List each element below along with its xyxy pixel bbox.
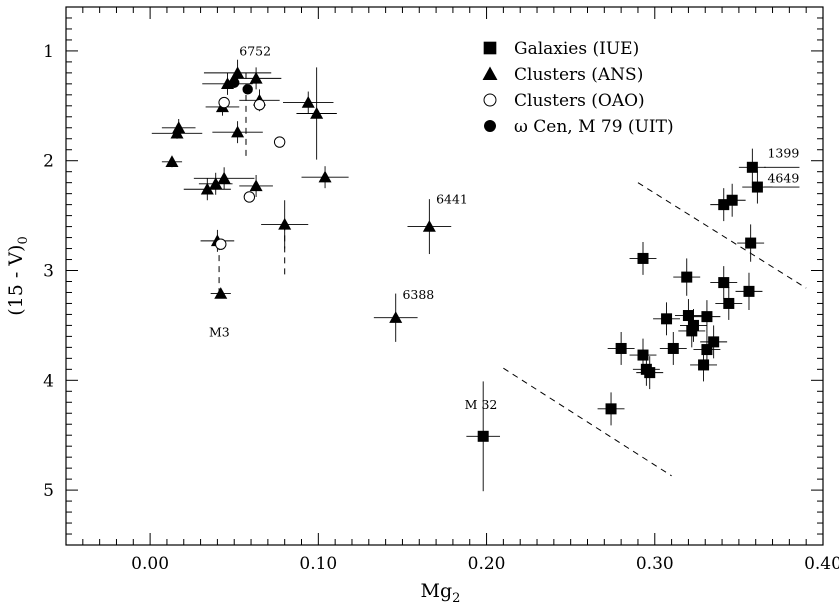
galaxy-point — [637, 349, 649, 361]
legend-label: Clusters (OAO) — [514, 91, 645, 111]
cluster-oao-point — [215, 238, 227, 250]
legend-label: Galaxies (IUE) — [514, 39, 639, 59]
cluster-ans-point — [249, 179, 263, 192]
galaxy-point — [615, 342, 627, 354]
cluster-ans-point — [165, 155, 179, 168]
cluster-ans-point — [389, 311, 403, 323]
galaxy-point — [726, 194, 738, 206]
cluster-ans-point — [301, 96, 315, 108]
galaxy-point — [723, 297, 735, 309]
x-tick-label: 0.00 — [131, 554, 169, 574]
cluster-ans-point — [214, 287, 228, 299]
galaxy-point — [667, 342, 679, 354]
reference-lines — [503, 182, 807, 477]
galaxy-point — [751, 181, 763, 193]
plot-frame-rect — [65, 6, 824, 546]
cluster-ans-point — [200, 182, 214, 195]
legend-marker-galaxy-point — [483, 41, 497, 55]
cluster-ans-point — [231, 125, 245, 138]
y-axis-title: (15 - V)0 — [5, 236, 31, 316]
legend-label: Clusters (ANS) — [514, 65, 643, 85]
y-tick-label: 5 — [43, 481, 54, 501]
legend-marker-cluster-oao-point — [483, 93, 497, 107]
cluster-oao-point — [243, 191, 256, 203]
galaxy-point — [661, 313, 673, 325]
point-annotation: 1399 — [767, 145, 799, 160]
x-tick-label: 0.40 — [804, 554, 839, 574]
galaxy-point — [605, 403, 617, 415]
reference-dashed-line — [637, 182, 807, 289]
error-bars — [151, 59, 773, 492]
galaxy-point — [743, 285, 755, 297]
cluster-ans-point — [278, 217, 292, 230]
legend-label: ω Cen, M 79 (UIT) — [514, 117, 674, 137]
reference-dashed-line — [503, 367, 672, 477]
galaxy-point — [708, 336, 720, 348]
cluster-oao-point — [273, 136, 286, 148]
cluster-ans-point — [231, 66, 245, 79]
galaxy-point — [682, 310, 694, 322]
uit-point — [242, 84, 253, 95]
galaxy-point — [686, 325, 698, 337]
cluster-oao-point — [253, 99, 266, 111]
galaxy-point — [746, 161, 758, 173]
point-annotation: M3 — [209, 324, 230, 339]
x-tick-label: 0.20 — [468, 554, 506, 574]
galaxy-point — [698, 359, 710, 371]
plot-frame — [65, 6, 824, 546]
y-tick-label: 1 — [43, 42, 54, 62]
cluster-oao-point — [218, 96, 230, 109]
galaxy-point — [745, 237, 757, 249]
galaxy-point — [681, 271, 693, 283]
galaxy-point — [477, 430, 489, 442]
axis-ticks: 0.00 0.10 0.20 0.30 0.40 1 2 3 4 5 — [43, 6, 839, 574]
legend-marker-cluster-ans-point — [482, 66, 498, 80]
x-axis-title: Mg2 — [421, 580, 461, 605]
galaxy-point — [637, 252, 649, 264]
galaxy-point — [701, 311, 713, 323]
uit-point — [229, 77, 240, 88]
legend: Galaxies (IUE) Clusters (ANS) Clusters (OA… — [482, 39, 674, 137]
annotations: 6752 6441 6388 M3 M 32 1399 4649 — [209, 43, 800, 412]
x-tick-label: 0.10 — [299, 554, 337, 574]
point-annotation: M 32 — [465, 397, 498, 412]
cluster-ans-point — [209, 177, 223, 189]
data-markers — [165, 66, 763, 442]
y-tick-label: 3 — [43, 262, 54, 282]
cluster-ans-point — [318, 170, 332, 183]
point-annotation: 6441 — [436, 192, 468, 207]
y-tick-label: 4 — [43, 371, 54, 391]
cluster-ans-point — [310, 107, 324, 119]
point-annotation: 6752 — [239, 43, 271, 58]
galaxy-point — [701, 344, 713, 356]
point-annotation: 6388 — [402, 287, 434, 302]
legend-marker-uit-point — [484, 120, 496, 132]
y-tick-label: 2 — [43, 152, 54, 172]
point-annotation: 4649 — [767, 171, 799, 186]
galaxy-point — [644, 367, 656, 379]
x-tick-label: 0.30 — [636, 554, 674, 574]
cluster-ans-point — [170, 126, 184, 139]
cluster-ans-point — [249, 71, 263, 84]
galaxy-point — [718, 277, 730, 289]
cluster-ans-point — [217, 171, 231, 184]
galaxy-point — [718, 199, 730, 211]
cluster-ans-point — [422, 220, 436, 232]
